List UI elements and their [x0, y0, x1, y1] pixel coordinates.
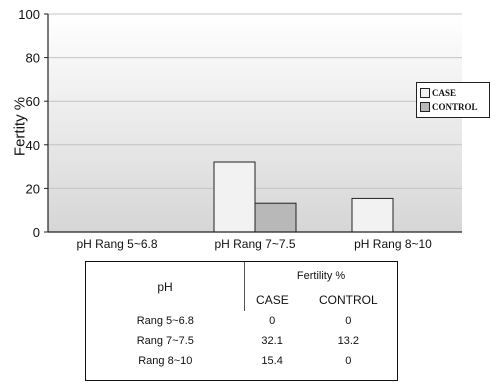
- y-axis-label: Fertity %: [11, 96, 29, 157]
- table-header-case: CASE: [256, 293, 289, 307]
- legend-swatch-case: [420, 88, 430, 98]
- y-tick-label: 0: [33, 225, 40, 240]
- x-tick-label: pH Rang 5~6.8: [76, 237, 157, 251]
- row-case-value: 15.4: [261, 355, 283, 367]
- table-row: Rang 8~10 15.4 0: [86, 351, 397, 371]
- table-header-fertility: Fertility %: [296, 269, 346, 282]
- bar-case: [351, 197, 394, 233]
- legend-item-case: CASE: [420, 86, 486, 100]
- gridlines: [48, 13, 462, 189]
- row-control-value: 13.2: [337, 335, 360, 347]
- x-tick-label: pH Rang 7~7.5: [214, 237, 295, 251]
- row-case-value: 32.1: [261, 335, 283, 347]
- y-tick-label: 20: [26, 181, 40, 196]
- row-label: Rang 5~6.8: [136, 315, 194, 327]
- y-tick-labels: 0 20 40 60 80 100: [18, 7, 48, 240]
- y-tick-label: 40: [26, 138, 40, 153]
- row-control-value: 0: [345, 355, 352, 367]
- y-tick-label: 80: [26, 51, 40, 66]
- table-row: Rang 7~7.5 32.1 13.2: [86, 331, 397, 351]
- legend-label-case: CASE: [432, 88, 457, 98]
- x-tick-labels: pH Rang 5~6.8 pH Rang 7~7.5 pH Rang 8~10: [76, 237, 432, 251]
- table-row: Rang 5~6.8 0 0: [86, 311, 397, 331]
- legend-label-control: CONTROL: [432, 102, 478, 112]
- bars-group: [213, 161, 394, 233]
- bar-case: [213, 161, 256, 233]
- fertility-table: pH Fertility % CASE CONTROL Rang 5~6.8 0…: [85, 261, 398, 381]
- row-case-value: 0: [269, 315, 276, 327]
- y-tick-label: 100: [18, 7, 40, 22]
- bar-control: [254, 202, 297, 233]
- x-tick-label: pH Rang 8~10: [354, 237, 432, 251]
- legend: CASE CONTROL: [416, 82, 490, 118]
- y-tick-label: 60: [26, 94, 40, 109]
- row-control-value: 0: [345, 315, 352, 327]
- table-header-ph: pH: [86, 262, 246, 311]
- legend-swatch-control: [420, 102, 430, 112]
- row-label: Rang 7~7.5: [136, 335, 194, 347]
- legend-item-control: CONTROL: [420, 100, 486, 114]
- row-label: Rang 8~10: [138, 355, 193, 367]
- table-header-control: CONTROL: [318, 293, 378, 307]
